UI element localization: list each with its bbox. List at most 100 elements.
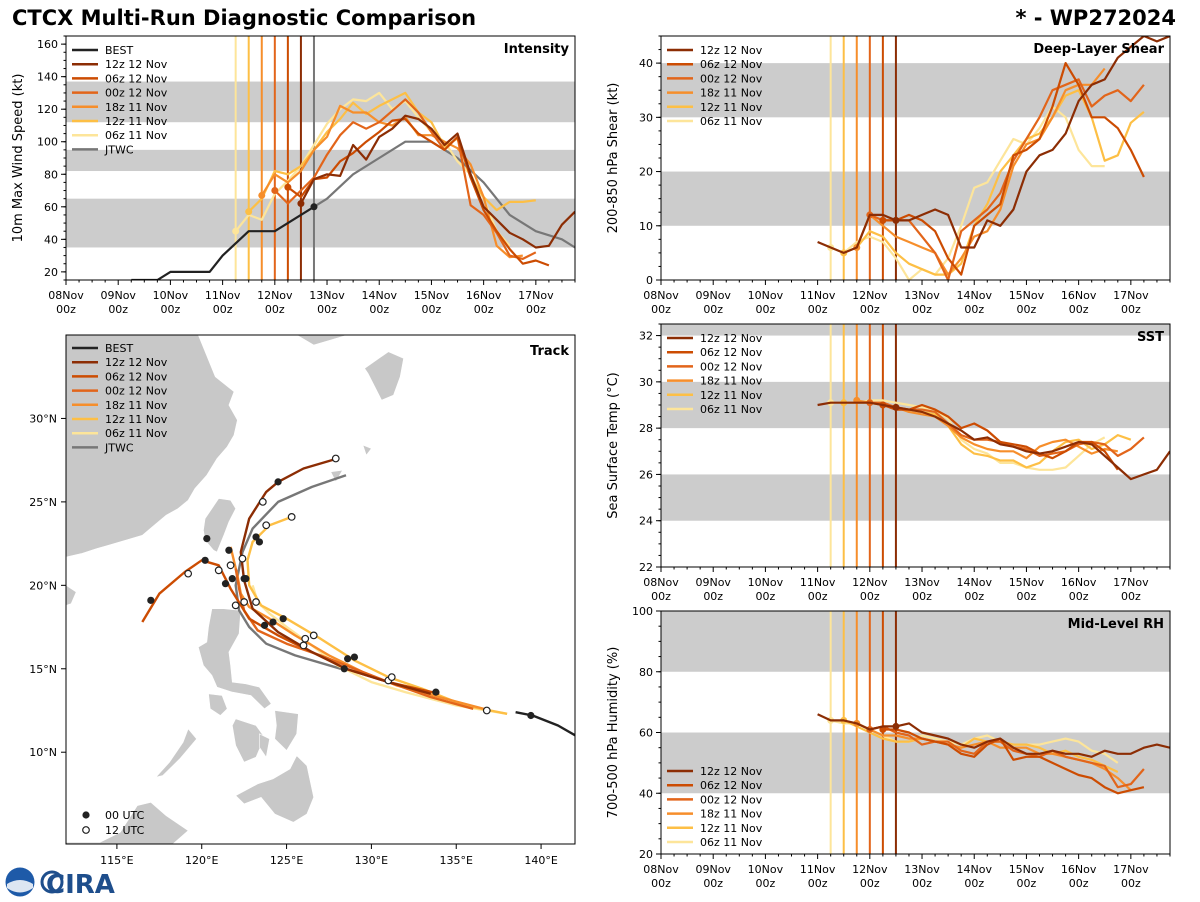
track-point-00utc	[344, 655, 352, 663]
legend-label: 00z 12 Nov	[105, 87, 168, 100]
chart-title: Deep-Layer Shear	[1033, 42, 1164, 57]
ryukyu-island	[362, 444, 372, 456]
series-12z-11-nov	[247, 91, 536, 213]
x-tick-label: 10Nov	[748, 863, 784, 876]
x-tick-label: 13Nov	[309, 289, 345, 302]
plot-area	[817, 324, 1170, 567]
legend-label: 12z 11 Nov	[105, 115, 168, 128]
y-axis-label: Sea Surface Temp (°C)	[606, 372, 621, 519]
x-tick-label: 16Nov	[1061, 576, 1097, 589]
series-best	[131, 205, 315, 280]
x-tick-sublabel: 00z	[1069, 303, 1089, 316]
x-tick-sublabel: 00z	[860, 590, 880, 603]
y-tick-label: 10	[639, 220, 653, 233]
y-tick-label: 40	[639, 787, 653, 800]
track-point-12utc	[231, 601, 240, 610]
y-tick-label: 100	[37, 136, 58, 149]
track-point-12utc	[299, 641, 308, 650]
legend-label: 12z 11 Nov	[105, 413, 168, 426]
lat-tick-label: 15°N	[29, 663, 57, 676]
x-tick-sublabel: 00z	[1017, 590, 1037, 603]
x-tick-sublabel: 00z	[317, 303, 337, 316]
legend-label: 12z 12 Nov	[700, 765, 763, 778]
x-tick-sublabel: 00z	[1069, 590, 1089, 603]
legend-label: 12z 11 Nov	[700, 389, 763, 402]
y-tick-label: 60	[44, 201, 58, 214]
mindoro	[208, 693, 228, 716]
hainan-island	[66, 584, 77, 606]
shaded-band	[66, 81, 575, 123]
borneo	[66, 801, 189, 844]
legend-label: 12z 11 Nov	[700, 101, 763, 114]
legend-label: JTWC	[104, 441, 134, 454]
y-tick-label: 60	[639, 727, 653, 740]
luzon	[197, 608, 272, 710]
track-point-00utc	[228, 575, 236, 583]
track-point-00utc	[340, 665, 348, 673]
y-tick-label: 32	[639, 330, 653, 343]
legend-label: 00z 12 Nov	[700, 360, 763, 373]
x-tick-label: 12Nov	[852, 576, 888, 589]
legend-label: 00z 12 Nov	[105, 385, 168, 398]
x-tick-label: 15Nov	[1009, 289, 1045, 302]
y-tick-label: 140	[37, 71, 58, 84]
lon-tick-label: 130°E	[355, 854, 388, 867]
x-tick-sublabel: 00z	[808, 590, 828, 603]
series-00z-12-nov	[869, 401, 1145, 457]
track-18z-11-nov	[229, 546, 491, 712]
x-tick-label: 17Nov	[1113, 576, 1149, 589]
taiwan	[203, 498, 237, 553]
series-06z-11-nov	[830, 105, 1105, 280]
x-tick-label: 08Nov	[48, 289, 84, 302]
storm-id: * - WP272024	[1015, 6, 1176, 30]
series-point	[284, 183, 292, 191]
series-point	[892, 216, 900, 224]
track-point-00utc	[221, 580, 230, 588]
shaded-band	[661, 63, 1170, 118]
x-tick-label: 10Nov	[153, 289, 189, 302]
x-tick-label: 11Nov	[800, 863, 836, 876]
legend-label: 06z 11 Nov	[105, 129, 168, 142]
track-point-12utc	[309, 631, 318, 640]
x-tick-sublabel: 00z	[1121, 877, 1141, 890]
lon-tick-label: 135°E	[440, 854, 473, 867]
legend-label: 06z 11 Nov	[700, 403, 763, 416]
y-tick-label: 28	[639, 422, 653, 435]
track-point-00utc	[147, 596, 155, 604]
marker-legend: 00 UTC 12 UTC	[82, 809, 145, 837]
lat-tick-label: 25°N	[29, 496, 57, 509]
x-tick-sublabel: 00z	[161, 303, 181, 316]
x-tick-sublabel: 00z	[265, 303, 285, 316]
x-tick-sublabel: 00z	[703, 590, 723, 603]
shaded-band	[661, 474, 1170, 521]
x-tick-sublabel: 00z	[860, 303, 880, 316]
y-tick-label: 80	[639, 666, 653, 679]
series-00z-12-nov	[274, 98, 537, 260]
y-tick-label: 0	[646, 274, 653, 287]
x-tick-sublabel: 00z	[1017, 877, 1037, 890]
chart-sst: 22242628303208Nov00z09Nov00z10Nov00z11No…	[606, 323, 1171, 603]
track-point-12utc	[331, 454, 340, 463]
x-tick-sublabel: 00z	[526, 303, 546, 316]
shaded-band	[661, 732, 1170, 794]
track-point-00utc	[260, 621, 269, 629]
shaded-band	[661, 611, 1170, 672]
x-tick-sublabel: 00z	[964, 590, 984, 603]
legend-label: 12z 12 Nov	[700, 44, 763, 57]
series-point	[271, 187, 279, 195]
series-18z-11-nov	[260, 104, 523, 259]
track-point-12utc	[258, 497, 267, 506]
legend-label: 00z 12 Nov	[700, 72, 763, 85]
track-point-00utc	[255, 538, 264, 546]
cira-logo-text: CIRA	[46, 870, 115, 898]
globe-icon	[40, 870, 64, 894]
y-axis-label: 200-850 hPa Shear (kt)	[606, 83, 621, 234]
track-point-00utc	[274, 478, 282, 486]
figure-title: CTCX Multi-Run Diagnostic Comparison	[12, 6, 477, 30]
track-best	[515, 711, 575, 737]
track-point-00utc	[269, 618, 277, 626]
lon-tick-label: 115°E	[100, 854, 133, 867]
x-tick-sublabel: 00z	[912, 303, 932, 316]
